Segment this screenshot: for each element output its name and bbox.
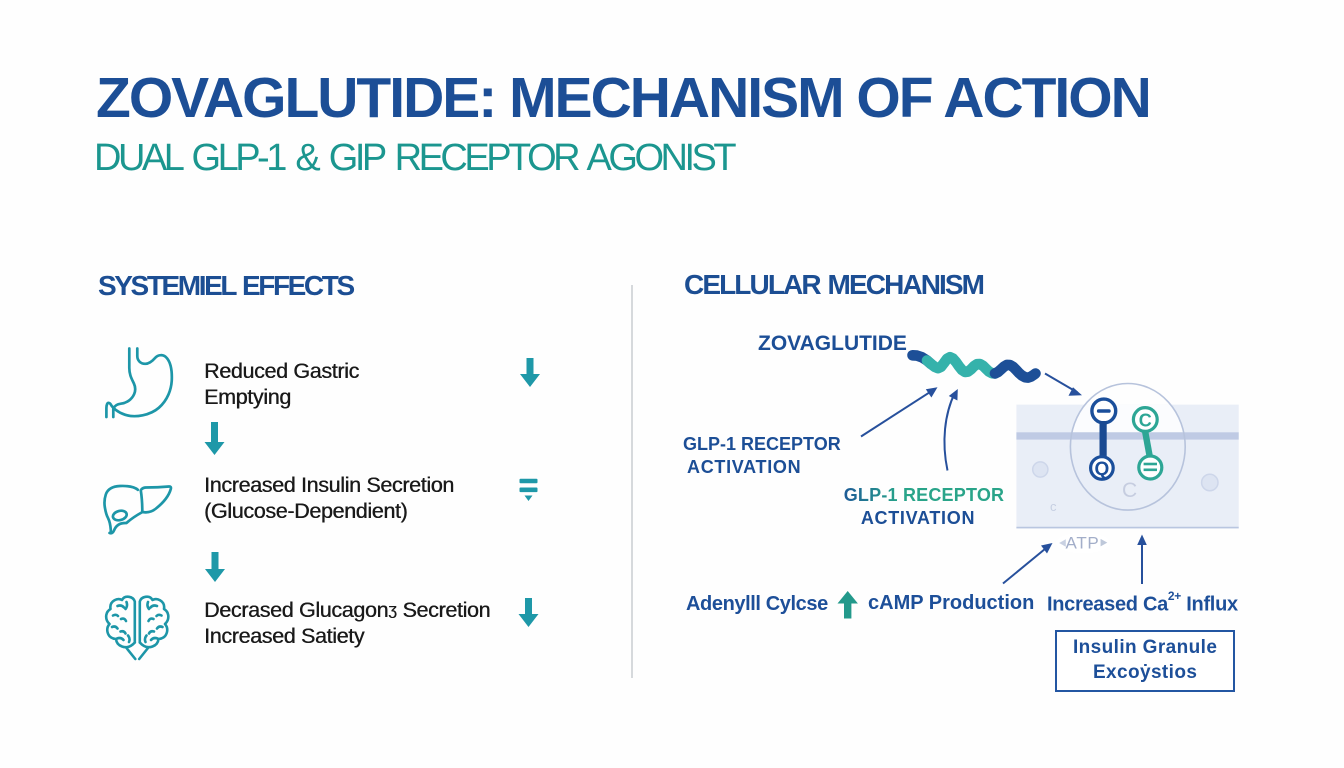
svg-text:c: c	[1050, 499, 1057, 514]
svg-text:C: C	[1139, 410, 1152, 430]
svg-text:ATP: ATP	[1066, 534, 1100, 553]
svg-text:Q: Q	[1095, 459, 1110, 480]
svg-text:C: C	[1122, 479, 1137, 502]
